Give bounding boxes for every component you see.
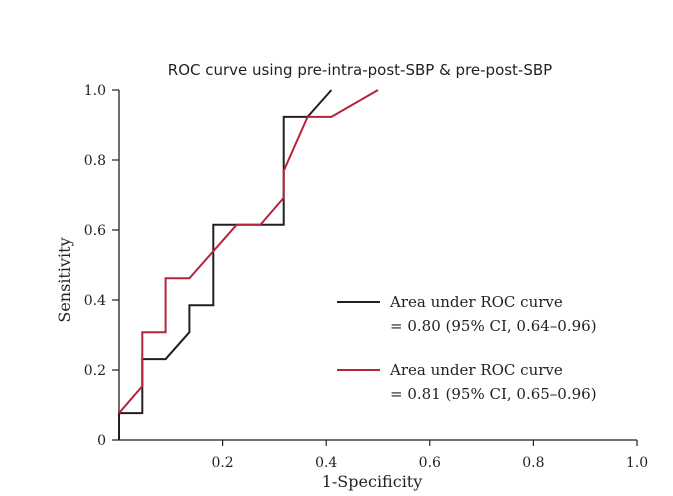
y-tick-label: 0.8 — [84, 153, 106, 169]
x-tick-label: 0.6 — [419, 455, 441, 471]
series-layer — [118, 89, 379, 440]
legend: Area under ROC curve = 0.80 (95% CI, 0.6… — [337, 293, 597, 403]
legend-label-2a: Area under ROC curve — [389, 361, 563, 379]
legend-label-1a: Area under ROC curve — [389, 293, 563, 311]
y-axis-title: Sensitivity — [55, 237, 74, 322]
y-tick-label: 0.4 — [84, 293, 106, 309]
x-axis-title: 1-Specificity — [322, 472, 423, 491]
y-tick-label: 0.6 — [84, 223, 106, 239]
y-tick-label: 0.2 — [84, 363, 106, 379]
x-tick-label: 1.0 — [626, 455, 648, 471]
legend-label-1b: = 0.80 (95% CI, 0.64–0.96) — [390, 317, 597, 335]
series-line-pre-intra-post-sbp — [118, 89, 333, 440]
ticks: 0.2 0.4 0.6 0.8 1.0 0 0.2 0.4 0.6 0.8 1.0 — [84, 83, 648, 471]
y-tick-label: 0 — [97, 433, 106, 449]
x-tick-label: 0.4 — [315, 455, 337, 471]
y-tick-label: 1.0 — [84, 83, 106, 99]
x-tick-label: 0.8 — [522, 455, 544, 471]
chart-title: ROC curve using pre-intra-post-SBP & pre… — [168, 61, 552, 79]
x-tick-label: 0.2 — [211, 455, 233, 471]
series-line-pre-post-sbp — [118, 89, 379, 414]
legend-label-2b: = 0.81 (95% CI, 0.65–0.96) — [390, 385, 597, 403]
axes — [118, 90, 637, 441]
